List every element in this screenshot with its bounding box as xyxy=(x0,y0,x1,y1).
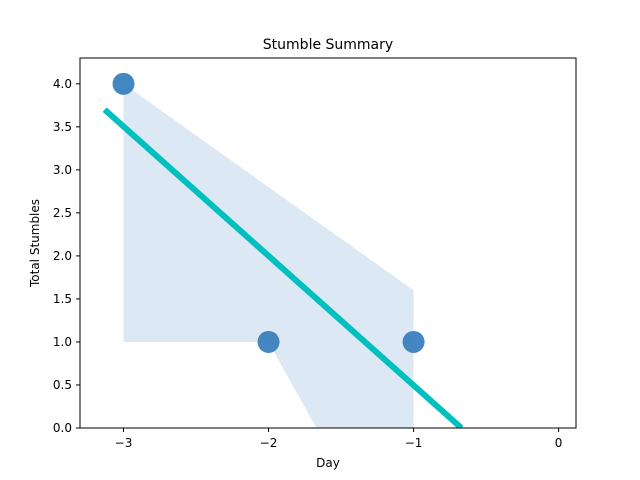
x-tick-label: −2 xyxy=(260,436,278,450)
y-tick-label: 3.0 xyxy=(53,163,72,177)
regression-line xyxy=(102,107,464,428)
data-point-2 xyxy=(257,330,280,353)
x-axis-label: Day xyxy=(316,456,340,470)
y-tick-label: 2.0 xyxy=(53,249,72,263)
x-tick-label: −1 xyxy=(405,436,423,450)
x-tick-label: 0 xyxy=(555,436,563,450)
plot-frame xyxy=(79,57,577,429)
y-tick-label: 2.5 xyxy=(53,206,72,220)
y-tick-label: 0.0 xyxy=(53,421,72,435)
chart-title: Stumble Summary xyxy=(263,37,393,53)
y-tick-label: 0.5 xyxy=(53,378,72,392)
y-axis-label: Total Stumbles xyxy=(28,199,42,288)
y-tick-label: 3.5 xyxy=(53,120,72,134)
data-point-3 xyxy=(402,330,425,353)
x-tick-label: −3 xyxy=(115,436,133,450)
y-tick-label: 4.0 xyxy=(53,77,72,91)
y-tick-label: 1.0 xyxy=(53,335,72,349)
y-tick-label: 1.5 xyxy=(53,292,72,306)
data-point-1 xyxy=(112,72,135,95)
